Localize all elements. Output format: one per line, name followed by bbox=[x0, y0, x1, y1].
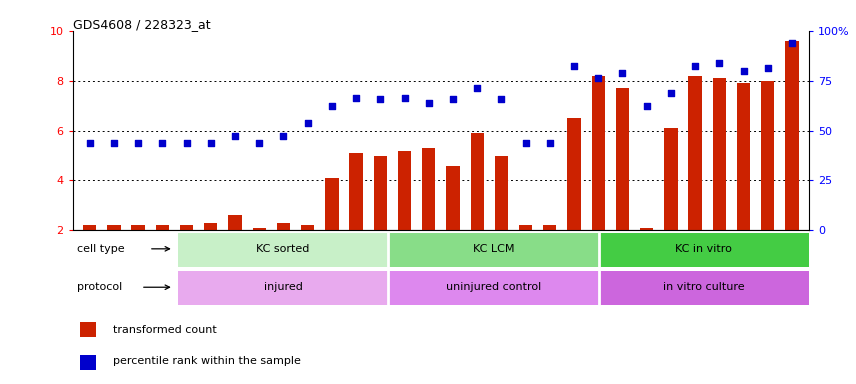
Bar bbox=[80, 354, 97, 370]
Bar bbox=[301, 225, 314, 230]
Bar bbox=[398, 151, 411, 230]
Text: KC LCM: KC LCM bbox=[473, 244, 514, 254]
Point bbox=[664, 90, 678, 96]
Bar bbox=[325, 178, 338, 230]
Bar bbox=[349, 153, 363, 230]
Bar bbox=[276, 223, 290, 230]
Bar bbox=[229, 215, 241, 230]
Text: KC sorted: KC sorted bbox=[257, 244, 310, 254]
Point bbox=[325, 103, 339, 109]
Point bbox=[349, 95, 363, 101]
Bar bbox=[544, 225, 556, 230]
Bar bbox=[568, 118, 580, 230]
Text: uninjured control: uninjured control bbox=[446, 282, 541, 292]
Bar bbox=[713, 78, 726, 230]
Point bbox=[495, 96, 508, 103]
Text: injured: injured bbox=[264, 282, 302, 292]
Text: transformed count: transformed count bbox=[113, 325, 217, 335]
Text: in vitro culture: in vitro culture bbox=[663, 282, 745, 292]
Point bbox=[591, 75, 605, 81]
Bar bbox=[156, 225, 169, 230]
Bar bbox=[204, 223, 217, 230]
Bar bbox=[389, 271, 598, 305]
Bar bbox=[178, 233, 389, 267]
Point bbox=[276, 132, 290, 139]
Bar bbox=[446, 166, 460, 230]
Point bbox=[156, 140, 169, 146]
Bar bbox=[373, 156, 387, 230]
Bar bbox=[615, 88, 629, 230]
Text: protocol: protocol bbox=[77, 282, 122, 292]
Point bbox=[446, 96, 460, 103]
Bar bbox=[389, 233, 598, 267]
Text: GDS4608 / 228323_at: GDS4608 / 228323_at bbox=[73, 18, 211, 31]
Bar bbox=[253, 228, 266, 230]
Bar bbox=[178, 271, 389, 305]
Bar bbox=[598, 233, 809, 267]
Point bbox=[253, 140, 266, 146]
Point bbox=[761, 65, 775, 71]
Bar bbox=[664, 128, 678, 230]
Bar bbox=[761, 81, 775, 230]
Text: cell type: cell type bbox=[77, 244, 125, 254]
Bar bbox=[180, 225, 193, 230]
Bar bbox=[737, 83, 750, 230]
Bar bbox=[422, 148, 436, 230]
Point bbox=[785, 40, 799, 46]
Point bbox=[639, 103, 653, 109]
Point bbox=[543, 140, 556, 146]
Point bbox=[131, 140, 145, 146]
Point bbox=[470, 85, 484, 91]
Point bbox=[712, 60, 726, 66]
Bar bbox=[471, 133, 484, 230]
Bar bbox=[519, 225, 532, 230]
Point bbox=[615, 70, 629, 76]
Bar bbox=[598, 271, 809, 305]
Point bbox=[83, 140, 97, 146]
Point bbox=[422, 100, 436, 106]
Bar bbox=[640, 228, 653, 230]
Point bbox=[688, 63, 702, 69]
Bar bbox=[591, 76, 605, 230]
Bar bbox=[495, 156, 508, 230]
Bar bbox=[785, 41, 799, 230]
Bar bbox=[688, 76, 702, 230]
Point bbox=[180, 140, 193, 146]
Point bbox=[229, 132, 242, 139]
Bar bbox=[107, 225, 121, 230]
Point bbox=[398, 95, 412, 101]
Point bbox=[204, 140, 217, 146]
Bar bbox=[132, 225, 145, 230]
Text: percentile rank within the sample: percentile rank within the sample bbox=[113, 356, 301, 366]
Point bbox=[519, 140, 532, 146]
Point bbox=[568, 63, 581, 69]
Point bbox=[737, 68, 751, 74]
Bar bbox=[80, 322, 97, 337]
Text: KC in vitro: KC in vitro bbox=[675, 244, 732, 254]
Point bbox=[300, 120, 314, 126]
Point bbox=[373, 96, 387, 103]
Point bbox=[107, 140, 121, 146]
Bar bbox=[83, 225, 97, 230]
